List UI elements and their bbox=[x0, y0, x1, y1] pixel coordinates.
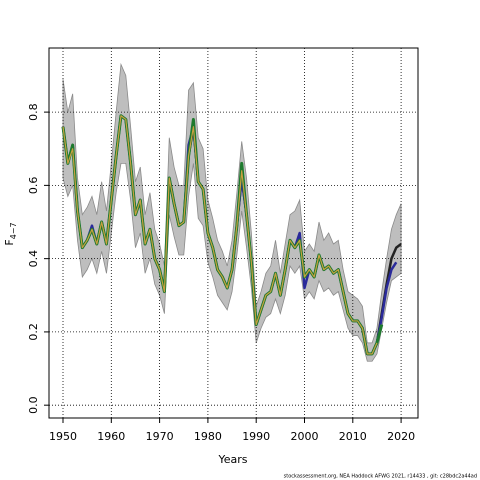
y-tick-label: 0.4 bbox=[27, 250, 40, 268]
y-tick-label: 0.8 bbox=[27, 103, 40, 121]
plot-frame bbox=[48, 47, 419, 419]
y-axis-label-main: F bbox=[3, 239, 16, 245]
x-tick-label: 2010 bbox=[339, 430, 367, 443]
series-line bbox=[62, 115, 378, 355]
y-tick-label: 0.2 bbox=[27, 323, 40, 341]
x-axis-label: Years bbox=[217, 453, 247, 466]
y-tick-label: 0.0 bbox=[27, 396, 40, 414]
x-tick-label: 2000 bbox=[290, 430, 318, 443]
x-tick-label: 1970 bbox=[146, 430, 174, 443]
x-tick-label: 1960 bbox=[97, 430, 125, 443]
x-tick-label: 1950 bbox=[49, 430, 77, 443]
footer: stockassessment.org, NEA Haddock AFWG 20… bbox=[284, 474, 477, 480]
y-axis-label: F4−7 bbox=[3, 222, 18, 245]
x-tick-label: 2020 bbox=[387, 430, 415, 443]
x-tick-label: 1990 bbox=[242, 430, 270, 443]
x-tick-label: 1980 bbox=[194, 430, 222, 443]
y-axis-label-sub: 4−7 bbox=[9, 222, 18, 239]
y-tick-label: 0.6 bbox=[27, 177, 40, 195]
